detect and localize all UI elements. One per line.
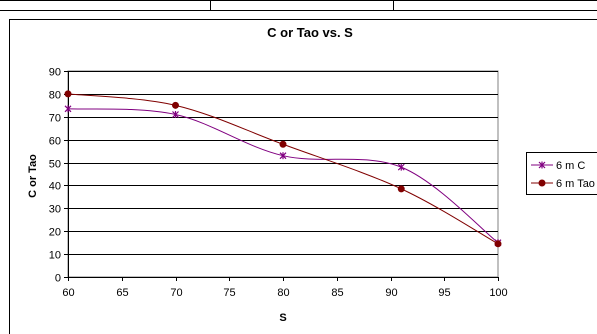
- data-point-2: [279, 140, 287, 148]
- y-tick-label: 40: [49, 181, 61, 193]
- data-point-2: [172, 101, 179, 109]
- chart-title: C or Tao vs. S: [267, 25, 353, 40]
- x-tick-label: 100: [489, 287, 507, 299]
- y-tick-label: 30: [49, 204, 61, 216]
- data-point-2: [397, 185, 405, 193]
- data-point-2: [64, 90, 72, 98]
- data-point-2: [494, 240, 502, 248]
- data-point-1: [172, 110, 179, 118]
- x-tick-label: 60: [62, 287, 74, 299]
- legend-marker: [538, 179, 546, 187]
- legend-marker: [538, 161, 546, 169]
- grid: [68, 71, 498, 255]
- y-tick-label: 0: [55, 273, 61, 285]
- x-tick-labels: 60 65 70 75 80 85 90 95 100: [62, 287, 507, 299]
- y-axis-title: C or Tao: [27, 154, 39, 198]
- y-tick-label: 10: [49, 250, 61, 262]
- x-tick-label: 95: [438, 287, 450, 299]
- y-tick-label: 90: [49, 67, 61, 79]
- x-tick-label: 65: [116, 287, 128, 299]
- y-tick-label: 20: [49, 227, 61, 239]
- y-tick-label: 80: [49, 90, 61, 102]
- y-tick-label: 60: [49, 136, 61, 148]
- data-point-1: [64, 105, 72, 113]
- legend-box: [526, 152, 597, 195]
- x-tick-label: 70: [170, 287, 182, 299]
- plot-area: [67, 70, 499, 278]
- legend: 6 m C 6 m Tao: [526, 152, 597, 195]
- y-tick-labels: 0 10 20 30 40 50 60 70 80 90: [49, 67, 61, 285]
- legend-label: 6 m C: [556, 160, 585, 172]
- data-point-1: [279, 152, 287, 160]
- series-group: [64, 90, 502, 248]
- y-tick-label: 50: [49, 159, 61, 171]
- x-tick-label: 80: [277, 287, 289, 299]
- x-tick-label: 85: [331, 287, 343, 299]
- y-tick-label: 70: [49, 113, 61, 125]
- x-tick-label: 75: [223, 287, 235, 299]
- x-axis-title: S: [279, 312, 286, 324]
- x-tick-label: 90: [385, 287, 397, 299]
- data-point-1: [397, 163, 405, 171]
- legend-label: 6 m Tao: [556, 178, 595, 190]
